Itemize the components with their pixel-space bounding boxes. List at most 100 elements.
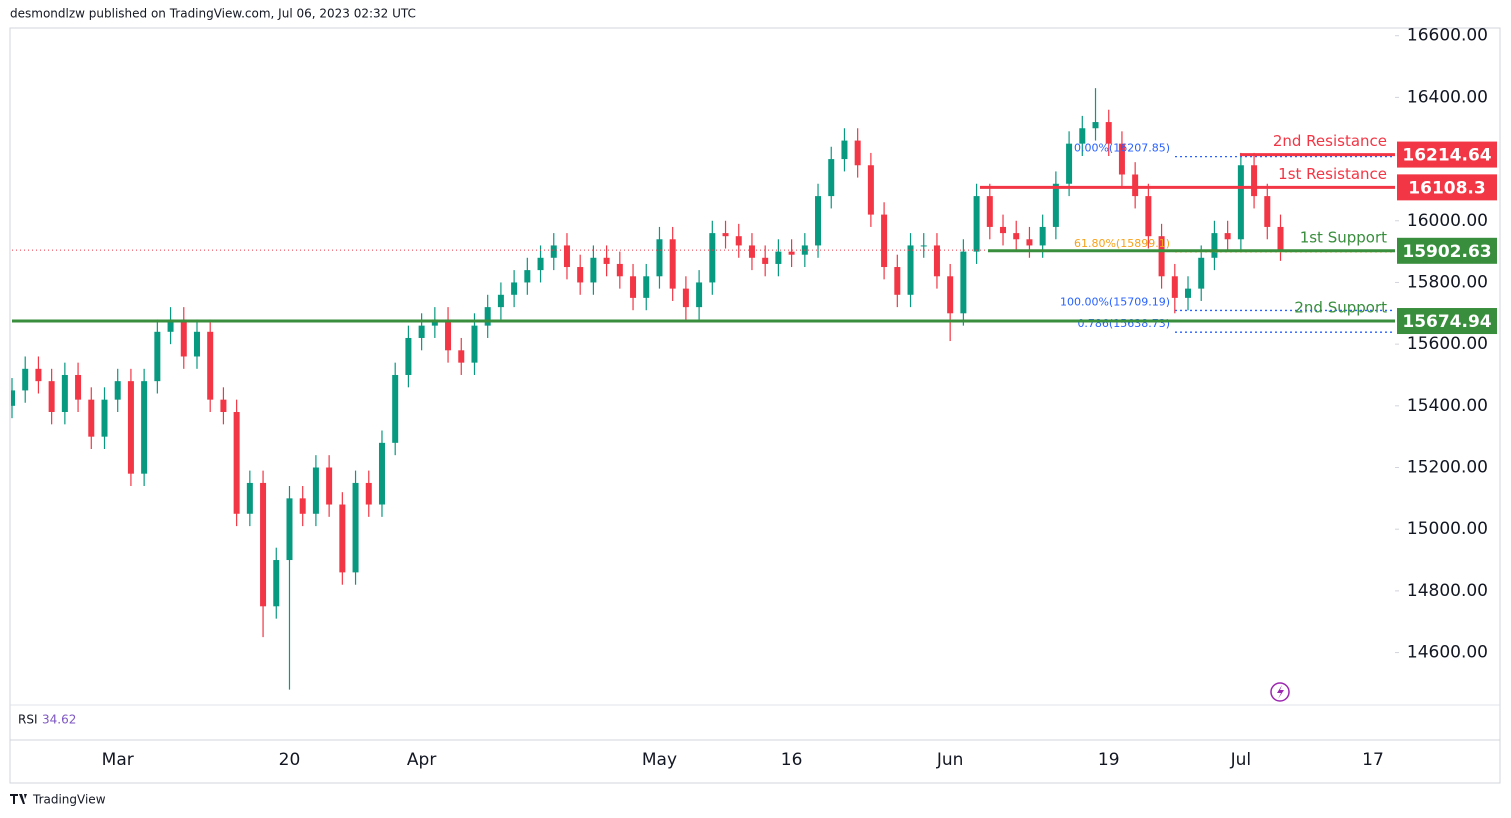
candle-body — [616, 263, 623, 277]
level-tag — [1397, 141, 1497, 168]
y-tick-label: 16400.00 — [1407, 87, 1488, 107]
frame — [9, 27, 1501, 784]
candle-body — [1132, 174, 1139, 197]
candle-body — [75, 374, 82, 400]
rsi-value: 34.62 — [42, 713, 76, 727]
x-tick-label: 17 — [1362, 750, 1384, 770]
candle-body — [960, 251, 967, 314]
candle-body — [1198, 257, 1205, 289]
candle-body — [1277, 226, 1284, 251]
candle-body — [881, 214, 888, 268]
candle-body — [48, 381, 55, 412]
candle-body — [246, 482, 253, 514]
candle-body — [1251, 165, 1258, 197]
plot: 0.00%(16207.85) 61.80%(15899.1) 100.00%(15… — [11, 88, 1395, 690]
fib-label: 0.786(15638.73) — [1077, 317, 1170, 330]
level-tag — [1397, 174, 1497, 201]
candle-body — [669, 239, 676, 289]
level-tag — [1397, 237, 1497, 264]
level-name: 1st Support — [1300, 228, 1387, 246]
candle-body — [365, 482, 372, 505]
x-tick-label: Mar — [102, 750, 134, 770]
x-tick-label: Apr — [407, 750, 436, 770]
x-tick-label: Jul — [1230, 750, 1252, 770]
candle-body — [88, 399, 95, 437]
level-value: 16214.64 — [1402, 146, 1491, 166]
candle-body — [1013, 233, 1020, 240]
candle-body — [867, 165, 874, 215]
candle-body — [233, 411, 240, 514]
candle-body — [986, 196, 993, 227]
candle-body — [445, 319, 452, 351]
candle-body — [418, 325, 425, 338]
fib-label: 100.00%(15709.19) — [1060, 295, 1170, 308]
candle-body — [1264, 196, 1271, 227]
alert-bolt — [1277, 685, 1284, 699]
candle-body — [61, 374, 68, 412]
level-name: 2nd Support — [1294, 299, 1387, 317]
candle-body — [537, 257, 544, 271]
candle-body — [841, 140, 848, 160]
rsi-label: RSI — [18, 713, 38, 727]
candle-body — [101, 399, 108, 437]
candle-body — [1052, 183, 1059, 227]
candle-body — [207, 331, 214, 400]
candle-body — [1079, 128, 1086, 144]
candle-body — [682, 288, 689, 308]
candle-body — [788, 251, 795, 255]
candle-body — [220, 399, 227, 412]
x-tick-label: 16 — [781, 750, 803, 770]
candle-body — [1039, 226, 1046, 246]
candle-body — [1105, 122, 1112, 144]
candle-body — [907, 245, 914, 295]
y-tick-label: 14600.00 — [1407, 643, 1488, 663]
candle-body — [392, 374, 399, 443]
candle-body — [1145, 196, 1152, 237]
level-tag — [1397, 308, 1497, 335]
candle-body — [471, 325, 478, 363]
logo — [10, 794, 27, 804]
candle-body — [656, 239, 663, 277]
y-tick-label: 14800.00 — [1407, 581, 1488, 601]
header: desmondlzw published on TradingView.com,… — [10, 7, 416, 21]
candle-body — [603, 257, 610, 264]
candle-body — [378, 442, 385, 505]
candle-body — [167, 319, 174, 332]
candle-body — [312, 467, 319, 514]
candle-body — [339, 504, 346, 573]
candle-body — [1185, 288, 1192, 298]
candle-body — [273, 560, 280, 607]
candle-body — [141, 381, 148, 474]
candle-body — [511, 282, 518, 295]
fib-label: 61.80%(15899.1) — [1074, 237, 1170, 250]
candle-body — [550, 245, 557, 258]
candle-body — [458, 350, 465, 363]
candle-body — [11, 390, 15, 406]
y-tick-label: 15800.00 — [1407, 272, 1488, 292]
candle-body — [762, 257, 769, 264]
level-value: 16108.3 — [1408, 178, 1485, 198]
level-value: 15902.63 — [1402, 242, 1491, 262]
candle-body — [1158, 236, 1165, 277]
fib-label: 0.00%(16207.85) — [1074, 142, 1170, 155]
candle-body — [1026, 239, 1033, 246]
x-tick-label: May — [642, 750, 677, 770]
candle-body — [1092, 122, 1099, 129]
candle-body — [260, 482, 267, 607]
y-tick-label: 15600.00 — [1407, 334, 1488, 354]
candle-body — [431, 319, 438, 326]
candle-body — [1000, 226, 1007, 234]
candle-body — [497, 294, 504, 308]
x-tick-label: 20 — [279, 750, 301, 770]
candle-body — [524, 270, 531, 283]
candle-body — [577, 267, 584, 283]
candle-body — [722, 233, 729, 237]
candle-body — [735, 236, 742, 246]
candle-body — [709, 233, 716, 283]
candle-body — [563, 245, 570, 268]
candle-body — [1066, 143, 1073, 184]
candle-body — [154, 331, 161, 382]
candle-body — [630, 276, 637, 298]
